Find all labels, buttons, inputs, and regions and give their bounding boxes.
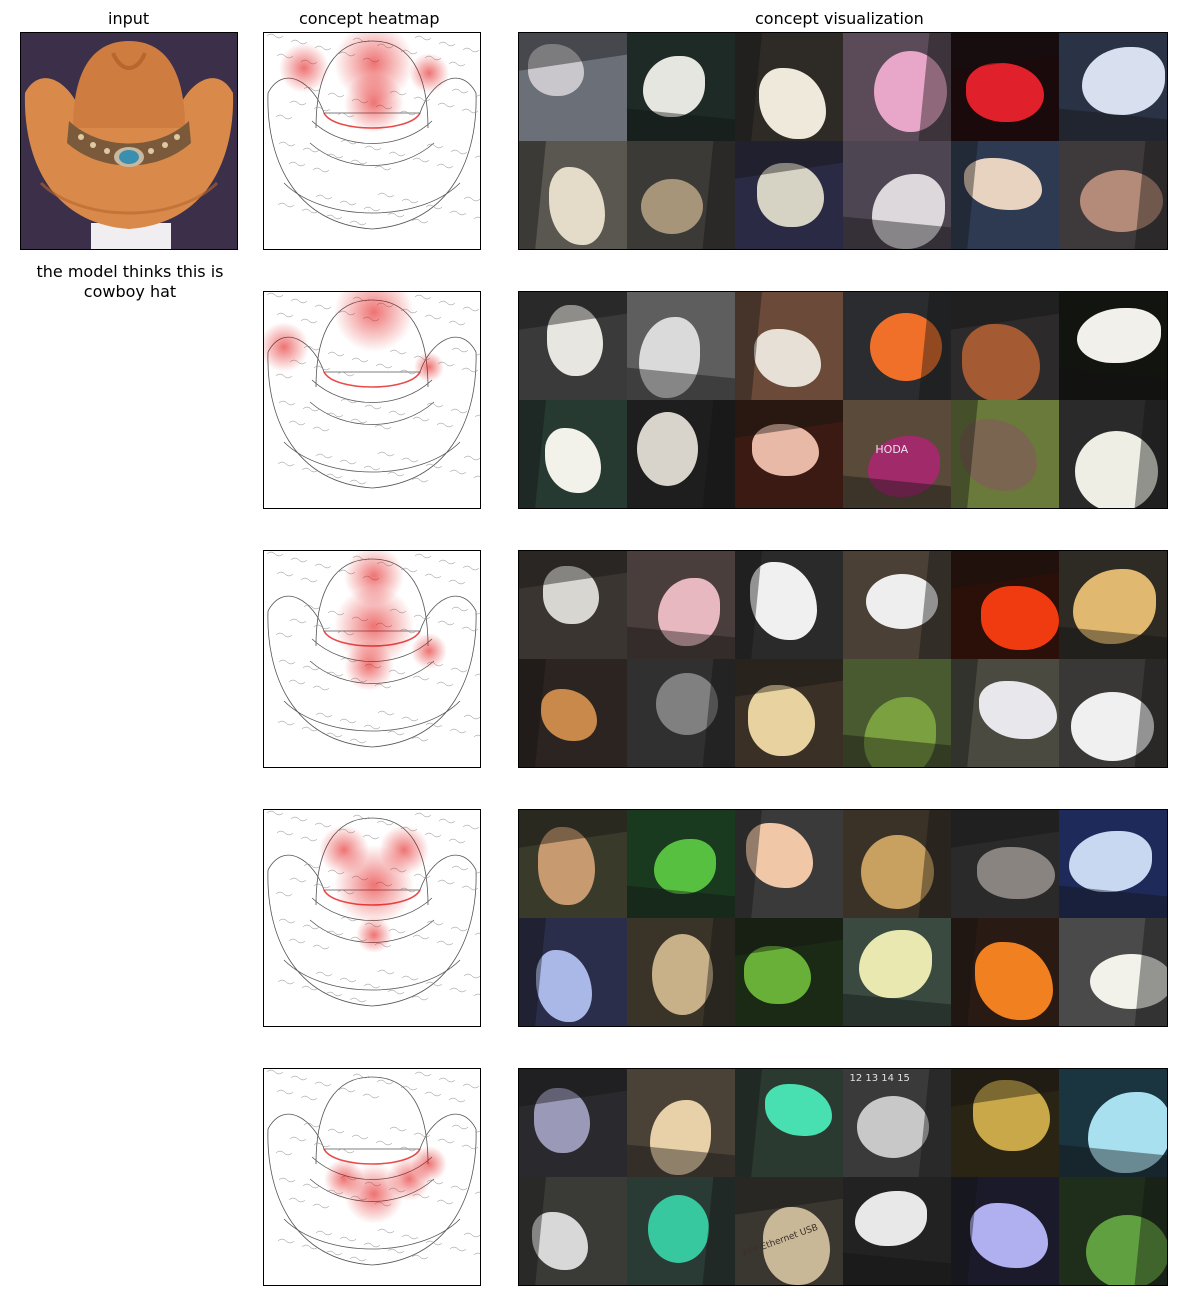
concept-patch-machine bbox=[627, 659, 735, 767]
concept-visualization-grid-2: HODA bbox=[518, 291, 1168, 509]
concept-patch-blinds bbox=[735, 659, 843, 767]
concept-patch-yellow-snake bbox=[843, 918, 951, 1026]
input-column-title: input bbox=[108, 9, 150, 28]
concept-patch-pattern bbox=[735, 551, 843, 659]
concept-visualization-grid-5: 12 13 14 15 PPP Ethernet USB bbox=[518, 1068, 1168, 1286]
concept-patch-sunglasses bbox=[519, 33, 627, 141]
input-image bbox=[20, 32, 238, 250]
concept-patch-green-python bbox=[735, 918, 843, 1026]
concept-patch-screen bbox=[735, 1069, 843, 1177]
concept-patch-paper-towel bbox=[951, 659, 1059, 767]
concept-patch-cups bbox=[1059, 292, 1167, 400]
concept-patch-grid-mesh bbox=[519, 1069, 627, 1177]
concept-patch-red-paper bbox=[735, 400, 843, 508]
concept-patch-collar bbox=[627, 33, 735, 141]
concept-patch-stone bbox=[627, 141, 735, 249]
concept-patch-green-snake bbox=[627, 810, 735, 918]
concept-patch-cylinder bbox=[951, 400, 1059, 508]
concept-patch-curtain bbox=[843, 551, 951, 659]
concept-patch-oranges bbox=[951, 551, 1059, 659]
concept-patch-net bbox=[951, 1177, 1059, 1285]
concept-patch-caliper: 12 13 14 15 bbox=[843, 1069, 951, 1177]
concept-heatmap-5 bbox=[263, 1068, 481, 1286]
concept-patch-tape-measure bbox=[627, 1069, 735, 1177]
concept-patch-tube bbox=[519, 551, 627, 659]
concept-patch-coiled-snake bbox=[627, 918, 735, 1026]
concept-patch-spider-web bbox=[1059, 1177, 1167, 1285]
concept-patch-blue-porcelain bbox=[1059, 33, 1167, 141]
concept-patch-colorful-bag bbox=[519, 400, 627, 508]
concept-patch-pale-snake bbox=[735, 810, 843, 918]
concept-patch-radio bbox=[519, 1177, 627, 1285]
concept-patch-teapot bbox=[735, 33, 843, 141]
concept-patch-melons bbox=[843, 659, 951, 767]
caliper-number-text: 12 13 14 15 bbox=[849, 1073, 910, 1085]
concept-patch-snake-skin bbox=[519, 810, 627, 918]
concept-patch-pink-cloth bbox=[627, 551, 735, 659]
concept-patch-brown-box bbox=[951, 292, 1059, 400]
concept-patch-scales bbox=[843, 810, 951, 918]
concept-visualization-grid-1 bbox=[518, 32, 1168, 250]
concept-patch-ruler bbox=[519, 918, 627, 1026]
concept-patch-book: HODA bbox=[843, 400, 951, 508]
prediction-caption: the model thinks this is cowboy hat bbox=[36, 262, 224, 301]
concept-patch-banded-snake bbox=[1059, 918, 1167, 1026]
concept-heatmap-1 bbox=[263, 32, 481, 250]
concept-patch-orange-bar bbox=[843, 292, 951, 400]
concept-patch-green-ruler bbox=[627, 1177, 735, 1285]
concept-patch-router-lights bbox=[843, 1177, 951, 1285]
concept-patch-napkin bbox=[735, 292, 843, 400]
concept-patch-woman-hat bbox=[1059, 551, 1167, 659]
concept-patch-white-cloth bbox=[627, 292, 735, 400]
concept-patch-guitar bbox=[951, 918, 1059, 1026]
concept-patch-crib bbox=[1059, 659, 1167, 767]
concept-patch-oscilloscope bbox=[951, 1069, 1059, 1177]
concept-visualization-grid-4 bbox=[518, 809, 1168, 1027]
concept-heatmap-3 bbox=[263, 550, 481, 768]
concept-patch-doorway bbox=[519, 659, 627, 767]
concept-patch-shoe bbox=[519, 141, 627, 249]
concept-patch-sine-wave bbox=[1059, 1069, 1167, 1177]
concept-patch-pattern-cloth bbox=[1059, 810, 1167, 918]
concept-patch-dark-snake bbox=[951, 810, 1059, 918]
heatmap-column-title: concept heatmap bbox=[299, 9, 440, 28]
concept-visualization-grid-3 bbox=[518, 550, 1168, 768]
concept-patch-teacup bbox=[843, 141, 951, 249]
concept-patch-router-panel: PPP Ethernet USB bbox=[735, 1177, 843, 1285]
visualization-column-title: concept visualization bbox=[755, 9, 924, 28]
concept-patch-paper-corner bbox=[1059, 400, 1167, 508]
concept-patch-pillow bbox=[627, 400, 735, 508]
cowboy-hat-image bbox=[21, 33, 237, 249]
concept-patch-person bbox=[1059, 141, 1167, 249]
concept-patch-child-glasses bbox=[951, 141, 1059, 249]
concept-heatmap-2 bbox=[263, 291, 481, 509]
concept-patch-white-hat bbox=[519, 292, 627, 400]
concept-patch-cup bbox=[735, 141, 843, 249]
concept-patch-red-goggles bbox=[951, 33, 1059, 141]
concept-patch-butterfly-bib bbox=[843, 33, 951, 141]
concept-heatmap-4 bbox=[263, 809, 481, 1027]
book-title-text: HODA bbox=[875, 443, 909, 457]
